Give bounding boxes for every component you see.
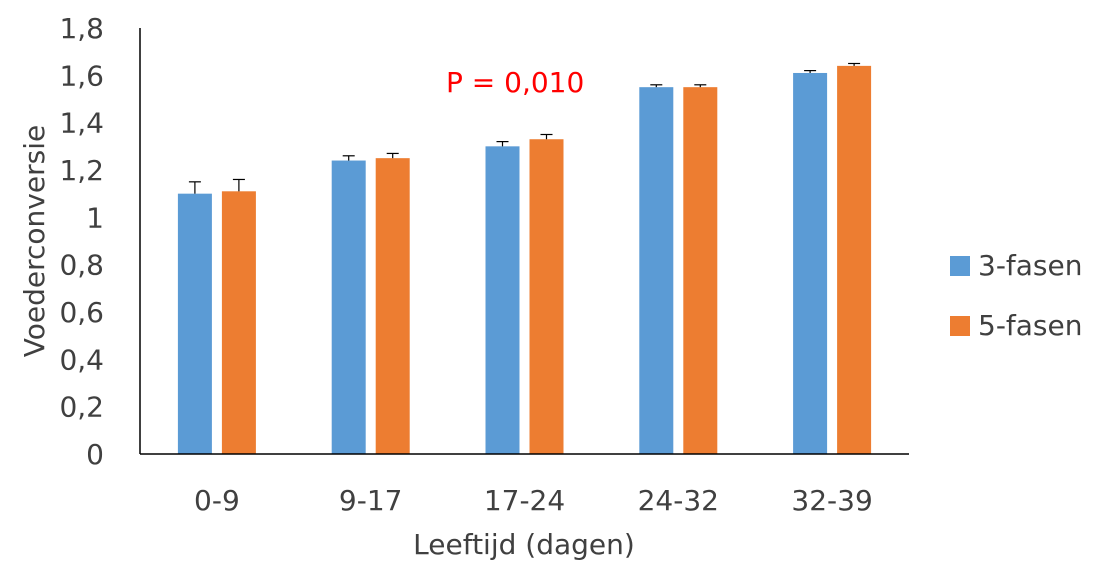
x-tick-label-17-24: 17-24 <box>484 484 565 517</box>
bar-5-fasen-32-39 <box>837 65 872 454</box>
y-tick-label: 0,6 <box>59 296 104 329</box>
x-tick-label-32-39: 32-39 <box>791 484 872 517</box>
p-value-annotation: P = 0,010 <box>446 66 584 99</box>
legend: 3-fasen 5-fasen <box>950 249 1083 342</box>
y-tick-label: 1 <box>86 201 104 234</box>
x-tick-label-9-17: 9-17 <box>339 484 403 517</box>
error-bar-5-fasen-24-32 <box>694 84 707 88</box>
error-bars <box>188 62 861 194</box>
legend-swatch-5-fasen <box>950 316 970 336</box>
bar-5-fasen-9-17 <box>375 158 410 454</box>
x-tick-label-0-9: 0-9 <box>194 484 240 517</box>
y-tick-label: 0,4 <box>59 343 104 376</box>
error-bar-3-fasen-9-17 <box>342 155 355 161</box>
axes <box>139 28 909 455</box>
bar-3-fasen-9-17 <box>331 160 366 455</box>
bar-3-fasen-0-9 <box>177 193 212 454</box>
y-tick-label: 0 <box>86 438 104 471</box>
x-axis-ticks: 0-9 9-17 17-24 24-32 32-39 <box>194 484 873 517</box>
error-bar-5-fasen-32-39 <box>848 62 861 66</box>
error-bar-3-fasen-17-24 <box>496 141 509 147</box>
x-tick-label-24-32: 24-32 <box>638 484 719 517</box>
x-axis-title: Leeftijd (dagen) <box>413 528 635 561</box>
y-tick-label: 1,4 <box>59 107 104 140</box>
legend-label-5-fasen: 5-fasen <box>978 309 1083 342</box>
y-tick-label: 0,8 <box>59 249 104 282</box>
legend-label-3-fasen: 3-fasen <box>978 249 1083 282</box>
error-bar-3-fasen-0-9 <box>188 181 201 194</box>
y-axis-ticks: 0 0,2 0,4 0,6 0,8 1 1,2 1,4 1,6 1,8 <box>59 12 104 471</box>
error-bar-5-fasen-17-24 <box>540 133 553 140</box>
y-tick-label: 1,6 <box>59 59 104 92</box>
bar-series <box>177 65 872 455</box>
bar-3-fasen-24-32 <box>639 87 674 455</box>
legend-swatch-3-fasen <box>950 256 970 276</box>
bar-3-fasen-17-24 <box>485 146 520 455</box>
bar-5-fasen-24-32 <box>683 87 718 455</box>
y-tick-label: 1,2 <box>59 154 104 187</box>
error-bar-5-fasen-0-9 <box>232 178 245 192</box>
y-axis-title: Voederconversie <box>18 125 51 357</box>
error-bar-3-fasen-32-39 <box>804 69 817 73</box>
y-tick-label: 0,2 <box>59 391 104 424</box>
error-bar-5-fasen-9-17 <box>386 152 399 159</box>
bar-5-fasen-17-24 <box>529 139 564 454</box>
bar-5-fasen-0-9 <box>221 191 256 455</box>
error-bar-3-fasen-24-32 <box>650 84 663 88</box>
y-tick-label: 1,8 <box>59 12 104 45</box>
bar-3-fasen-32-39 <box>793 72 828 454</box>
